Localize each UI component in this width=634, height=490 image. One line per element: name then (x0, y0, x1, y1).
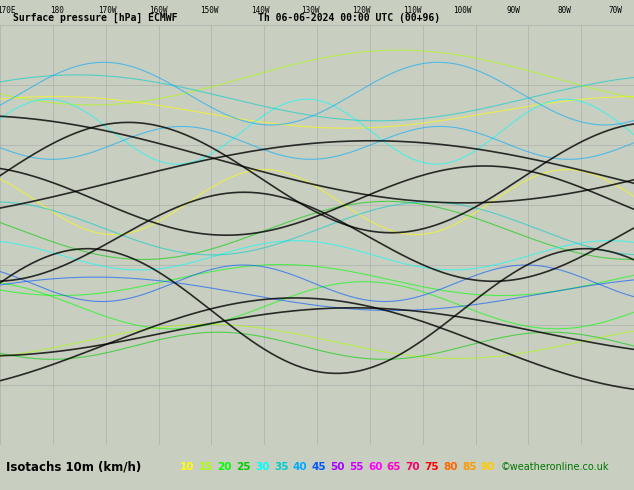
Text: 10: 10 (180, 463, 194, 472)
Text: 140W: 140W (250, 6, 269, 15)
Text: Surface pressure [hPa] ECMWF: Surface pressure [hPa] ECMWF (13, 13, 177, 23)
Text: 50: 50 (330, 463, 345, 472)
Text: 90W: 90W (507, 6, 521, 15)
Text: 70: 70 (406, 463, 420, 472)
Text: 65: 65 (387, 463, 401, 472)
Text: 30: 30 (255, 463, 269, 472)
Text: 110W: 110W (403, 6, 422, 15)
Text: 55: 55 (349, 463, 364, 472)
Text: 130W: 130W (301, 6, 320, 15)
Text: 120W: 120W (352, 6, 371, 15)
Text: 75: 75 (424, 463, 439, 472)
Text: 45: 45 (311, 463, 326, 472)
Text: 80W: 80W (557, 6, 571, 15)
Text: Th 06-06-2024 00:00 UTC (00+96): Th 06-06-2024 00:00 UTC (00+96) (257, 13, 440, 23)
Text: 15: 15 (198, 463, 213, 472)
Text: ©weatheronline.co.uk: ©weatheronline.co.uk (500, 463, 609, 472)
Text: 35: 35 (274, 463, 288, 472)
Text: 60: 60 (368, 463, 382, 472)
Text: 25: 25 (236, 463, 250, 472)
Text: 70W: 70W (608, 6, 622, 15)
Text: 90: 90 (481, 463, 495, 472)
Text: 180: 180 (50, 6, 64, 15)
Text: 160W: 160W (149, 6, 168, 15)
Text: 150W: 150W (200, 6, 219, 15)
Text: 85: 85 (462, 463, 477, 472)
Text: Isotachs 10m (km/h): Isotachs 10m (km/h) (6, 461, 141, 474)
Text: 80: 80 (443, 463, 458, 472)
Text: 20: 20 (217, 463, 232, 472)
Text: 40: 40 (293, 463, 307, 472)
Text: 170E: 170E (0, 6, 16, 15)
Text: 170W: 170W (98, 6, 117, 15)
Text: 100W: 100W (453, 6, 472, 15)
